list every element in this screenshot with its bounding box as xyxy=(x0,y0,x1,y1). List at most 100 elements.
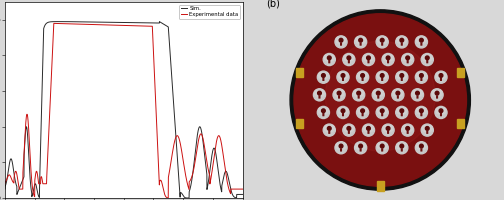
Circle shape xyxy=(377,108,383,114)
FancyBboxPatch shape xyxy=(342,78,344,81)
Circle shape xyxy=(366,127,370,130)
Circle shape xyxy=(322,74,325,77)
Circle shape xyxy=(411,89,423,101)
Circle shape xyxy=(335,142,347,154)
Circle shape xyxy=(415,71,427,83)
Experimental data xyxy=(43,183,49,185)
Circle shape xyxy=(323,124,335,136)
Experimental data xyxy=(239,188,245,190)
Circle shape xyxy=(415,106,427,119)
Circle shape xyxy=(387,126,393,131)
Sim. xyxy=(29,195,35,197)
Circle shape xyxy=(343,53,355,66)
Circle shape xyxy=(402,53,414,66)
FancyBboxPatch shape xyxy=(387,131,389,134)
Circle shape xyxy=(339,38,343,42)
Bar xyxy=(457,119,464,128)
FancyBboxPatch shape xyxy=(340,148,342,152)
FancyBboxPatch shape xyxy=(348,60,350,63)
FancyBboxPatch shape xyxy=(323,78,325,81)
FancyBboxPatch shape xyxy=(386,129,390,135)
Sim. xyxy=(209,151,215,154)
Bar xyxy=(296,119,303,128)
Circle shape xyxy=(406,56,410,60)
FancyBboxPatch shape xyxy=(415,94,420,99)
Circle shape xyxy=(368,126,373,131)
FancyBboxPatch shape xyxy=(339,41,343,47)
Experimental data xyxy=(209,168,215,170)
FancyBboxPatch shape xyxy=(405,59,410,64)
FancyBboxPatch shape xyxy=(401,78,403,81)
Circle shape xyxy=(376,91,380,95)
Circle shape xyxy=(435,71,447,83)
FancyBboxPatch shape xyxy=(356,94,361,99)
Circle shape xyxy=(343,124,355,136)
FancyBboxPatch shape xyxy=(367,131,369,134)
FancyBboxPatch shape xyxy=(380,147,385,152)
Circle shape xyxy=(412,90,418,96)
Circle shape xyxy=(348,126,354,131)
Circle shape xyxy=(337,71,349,83)
Circle shape xyxy=(336,143,342,149)
Circle shape xyxy=(419,74,423,77)
Circle shape xyxy=(426,126,432,131)
Circle shape xyxy=(358,108,363,114)
Circle shape xyxy=(334,90,340,96)
FancyBboxPatch shape xyxy=(327,59,332,64)
Circle shape xyxy=(440,108,446,114)
FancyBboxPatch shape xyxy=(386,59,390,64)
FancyBboxPatch shape xyxy=(426,60,428,63)
Circle shape xyxy=(400,109,404,113)
Circle shape xyxy=(356,37,361,43)
FancyBboxPatch shape xyxy=(425,129,429,135)
FancyBboxPatch shape xyxy=(400,76,404,82)
FancyBboxPatch shape xyxy=(419,76,424,82)
Sim. xyxy=(235,193,241,196)
Sim. xyxy=(2,188,8,190)
FancyBboxPatch shape xyxy=(317,94,322,99)
Circle shape xyxy=(333,89,345,101)
Circle shape xyxy=(436,108,442,114)
FancyBboxPatch shape xyxy=(323,113,325,116)
Circle shape xyxy=(401,108,407,114)
Circle shape xyxy=(356,106,368,119)
FancyBboxPatch shape xyxy=(416,95,418,99)
Circle shape xyxy=(440,73,446,78)
Circle shape xyxy=(336,37,342,43)
FancyBboxPatch shape xyxy=(381,148,383,152)
FancyBboxPatch shape xyxy=(401,148,403,152)
Circle shape xyxy=(400,144,404,148)
Sim. xyxy=(61,20,68,23)
Circle shape xyxy=(415,36,427,48)
Circle shape xyxy=(400,38,404,42)
Legend: Sim., Experimental data: Sim., Experimental data xyxy=(179,5,240,19)
Circle shape xyxy=(347,127,351,130)
Circle shape xyxy=(319,73,324,78)
Circle shape xyxy=(386,56,390,60)
Circle shape xyxy=(376,106,388,119)
FancyBboxPatch shape xyxy=(439,76,443,82)
Circle shape xyxy=(416,91,419,95)
Circle shape xyxy=(396,36,408,48)
Circle shape xyxy=(368,55,373,61)
Circle shape xyxy=(439,109,443,113)
Circle shape xyxy=(356,71,368,83)
Circle shape xyxy=(407,55,413,61)
Circle shape xyxy=(354,90,359,96)
Circle shape xyxy=(377,37,383,43)
Circle shape xyxy=(381,74,384,77)
Circle shape xyxy=(387,55,393,61)
Circle shape xyxy=(377,90,383,96)
Circle shape xyxy=(415,142,427,154)
FancyBboxPatch shape xyxy=(397,95,399,99)
Circle shape xyxy=(373,90,379,96)
FancyBboxPatch shape xyxy=(425,59,429,64)
FancyBboxPatch shape xyxy=(426,131,428,134)
FancyBboxPatch shape xyxy=(419,112,424,117)
Circle shape xyxy=(435,91,439,95)
FancyBboxPatch shape xyxy=(341,112,345,117)
FancyBboxPatch shape xyxy=(436,95,438,99)
Circle shape xyxy=(396,142,408,154)
Circle shape xyxy=(342,73,348,78)
Circle shape xyxy=(401,37,407,43)
